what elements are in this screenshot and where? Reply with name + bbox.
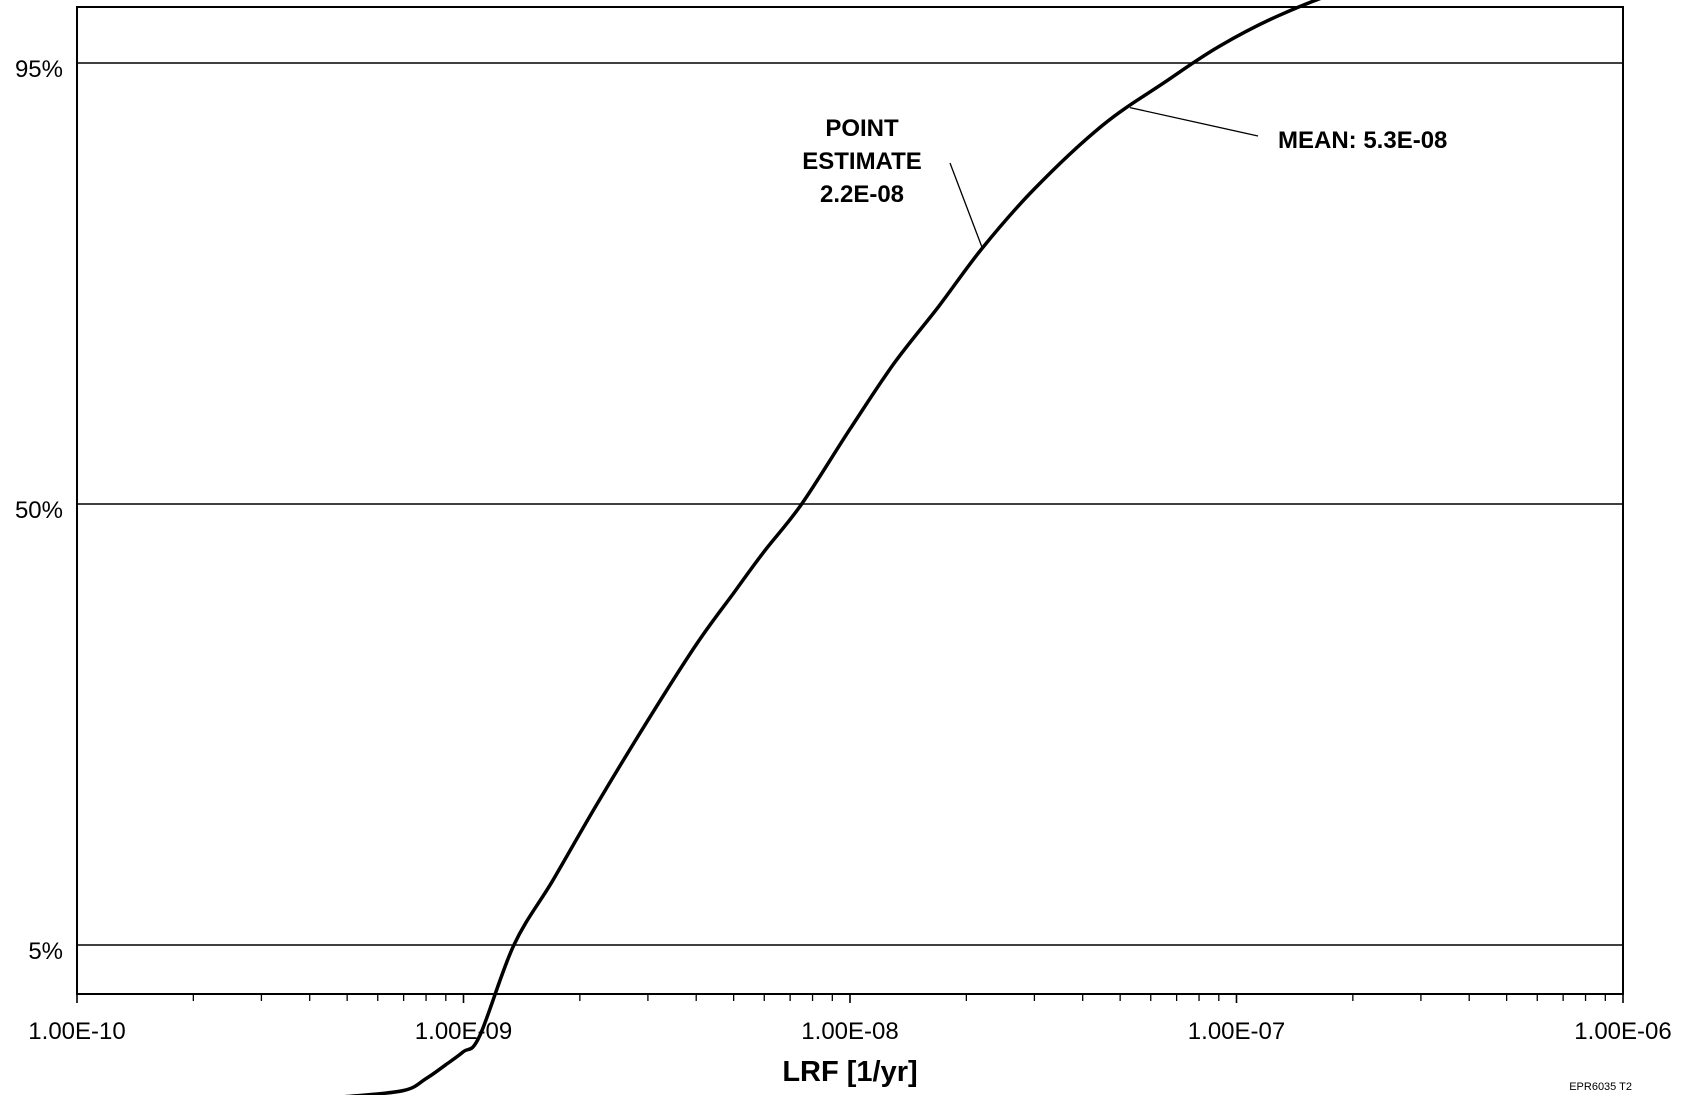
- x-axis-ticks: [76, 994, 1624, 1003]
- x-axis-tick-labels: 1.00E-10 1.00E-09 1.00E-08 1.00E-07 1.00E-06: [28, 1018, 1671, 1045]
- y-axis-tick-labels: 5% 50% 95%: [15, 56, 63, 965]
- x-tick-label: 1.00E-06: [1574, 1018, 1671, 1045]
- y-tick-label: 5%: [28, 938, 63, 965]
- x-tick-label: 1.00E-07: [1188, 1018, 1285, 1045]
- point-estimate-label-line-1: POINT: [825, 115, 899, 142]
- mean-leader-line: [1129, 106, 1259, 137]
- point-estimate-leader-line: [949, 162, 983, 249]
- grid-lines: [77, 62, 1623, 946]
- y-tick-label: 50%: [15, 497, 63, 524]
- y-tick-label: 95%: [15, 56, 63, 83]
- x-axis-title: LRF [1/yr]: [782, 1056, 917, 1088]
- x-tick-label: 1.00E-10: [28, 1018, 125, 1045]
- mean-label: MEAN: 5.3E-08: [1278, 127, 1447, 154]
- point-estimate-label-line-3: 2.2E-08: [820, 181, 904, 208]
- point-estimate-label-line-2: ESTIMATE: [802, 148, 922, 175]
- x-tick-label: 1.00E-08: [801, 1018, 898, 1045]
- figure-id: EPR6035 T2: [1569, 1081, 1632, 1093]
- x-tick-label: 1.00E-09: [415, 1018, 512, 1045]
- series-line-cdf: [344, 0, 1322, 1095]
